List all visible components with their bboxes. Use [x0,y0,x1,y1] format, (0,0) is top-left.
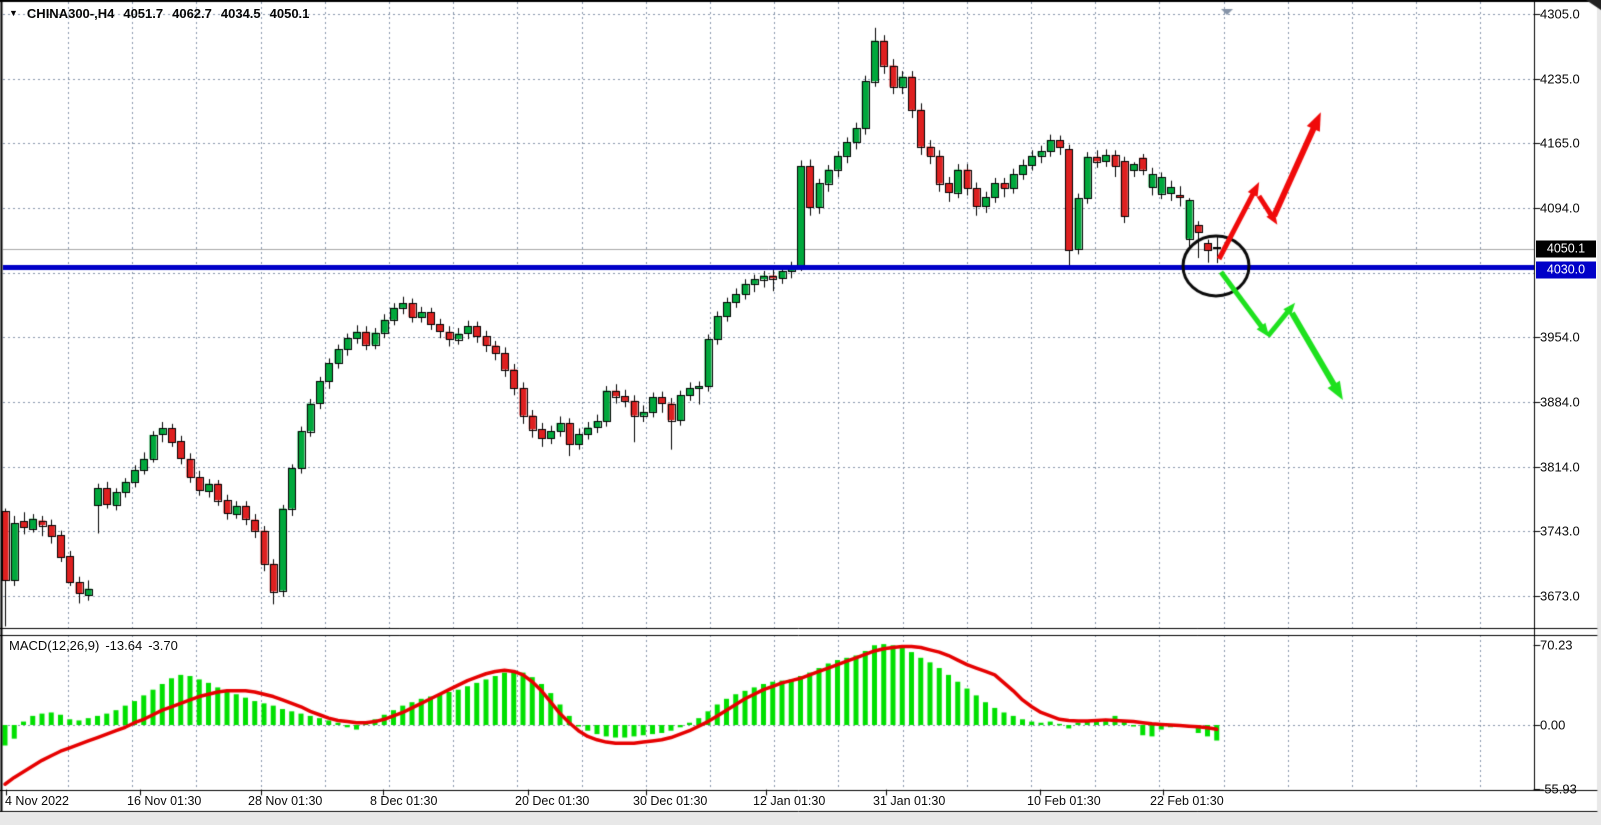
price-axis-label: 3814.0 [1540,459,1580,475]
indicator-macd-value: -13.64 [105,638,143,653]
price-axis-label: 3673.0 [1540,588,1580,604]
time-axis-label: 31 Jan 01:30 [873,794,946,808]
price-axis-label: 4305.0 [1540,6,1580,22]
symbol-period-label: CHINA300-,H4 [26,6,115,21]
indicator-signal-value: -3.70 [148,638,178,653]
indicator-label: MACD(12,26,9) -13.64 -3.70 [9,638,178,653]
ohlc-high-value: 4062.7 [172,6,212,21]
macd-axis-label: 70.23 [1540,637,1573,653]
ohlc-low-value: 4034.5 [220,6,261,21]
price-axis-label: 3954.0 [1540,329,1580,345]
ohlc-close-value: 4050.1 [269,6,310,21]
price-axis-label: 3743.0 [1540,523,1580,539]
dropdown-arrow-icon[interactable]: ▼ [9,7,18,18]
indicator-name: MACD(12,26,9) [9,638,100,653]
macd-axis-label: -55.93 [1540,781,1577,797]
time-axis-label: 4 Nov 2022 [5,794,69,808]
support-line-price-badge: 4030.0 [1536,261,1596,279]
price-axis-label: 4094.0 [1540,200,1580,216]
price-axis-label: 4165.0 [1540,135,1580,151]
chart-title: ▼ CHINA300-,H4 4051.7 4062.7 4034.5 4050… [9,6,309,21]
time-axis-label: 12 Jan 01:30 [753,794,826,808]
current-price-badge: 4050.1 [1536,240,1596,258]
price-axis-label: 3884.0 [1540,394,1580,410]
price-axis-label: 4235.0 [1540,71,1580,87]
macd-axis-label: 0.00 [1540,717,1566,733]
time-axis-label: 16 Nov 01:30 [127,794,202,808]
time-axis-label: 20 Dec 01:30 [515,794,590,808]
time-axis-label: 8 Dec 01:30 [370,794,438,808]
time-axis-label: 10 Feb 01:30 [1027,794,1101,808]
time-axis-label: 22 Feb 01:30 [1150,794,1224,808]
time-axis-label: 30 Dec 01:30 [633,794,708,808]
time-axis-label: 28 Nov 01:30 [248,794,323,808]
ohlc-open-value: 4051.7 [123,6,164,21]
